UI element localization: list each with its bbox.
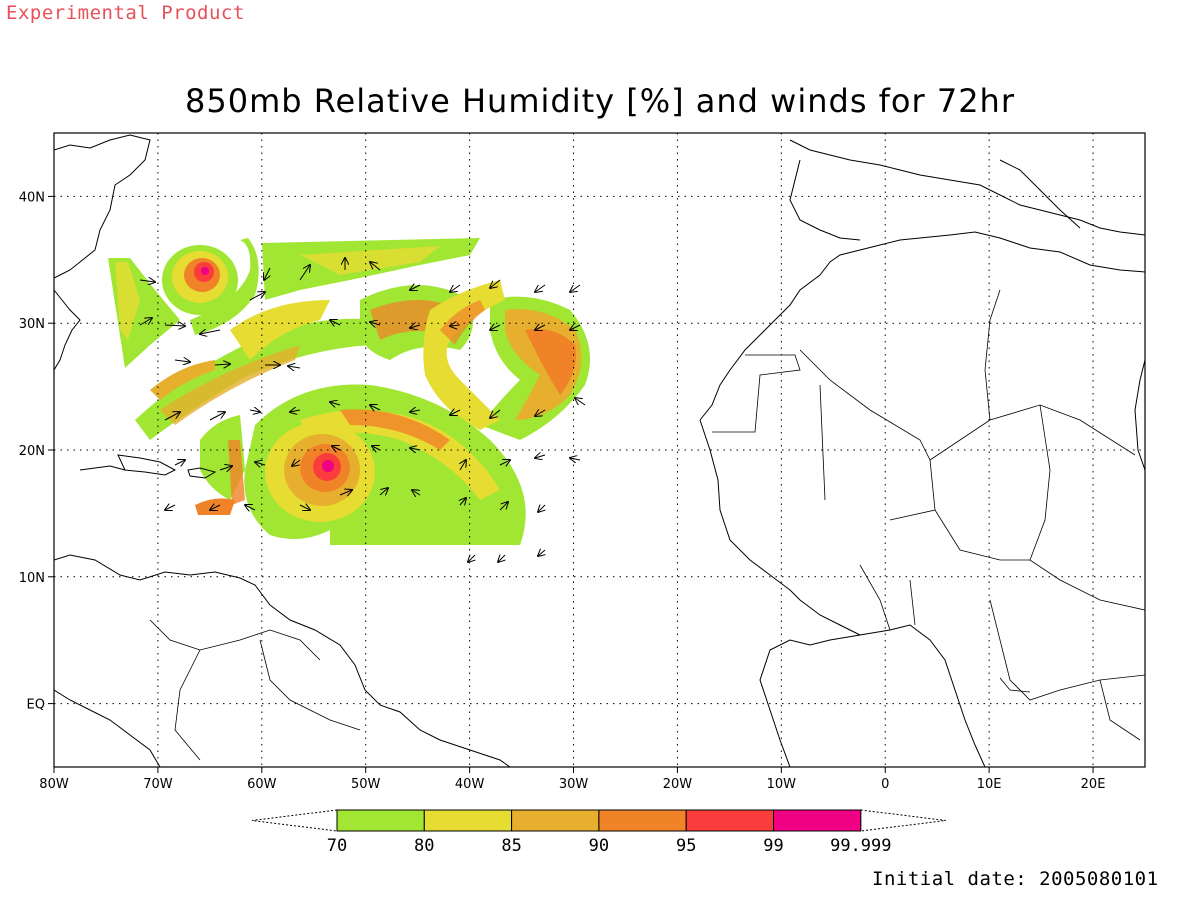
wind-arrow — [370, 322, 381, 325]
wind-arrow — [288, 366, 301, 368]
wind-arrow — [538, 550, 545, 556]
lat-tick-label-1: 30N — [19, 317, 45, 332]
wind-arrow — [214, 364, 230, 365]
lon-tick-label-7: 10W — [767, 777, 797, 792]
colorbar-low-extension — [251, 809, 338, 832]
lon-tick-label-9: 10E — [977, 777, 1002, 792]
wind-arrow — [299, 265, 310, 281]
wind-arrow — [570, 325, 581, 330]
wind-arrow — [249, 292, 265, 301]
wind-arrow — [174, 460, 185, 465]
wind-arrow — [372, 446, 381, 450]
wind-arrow — [450, 410, 461, 415]
colorbar-swatch-0 — [336, 809, 425, 832]
lat-tick-label-2: 20N — [19, 444, 45, 459]
wind-arrow — [292, 460, 301, 466]
wind-arrow — [200, 330, 221, 334]
colorbar: 70 80 85 90 95 99 99.999 — [251, 809, 946, 856]
wind-arrow — [410, 325, 421, 328]
axis-ticks: 80W 70W 60W 50W 40W 30W 20W 10W 0 10E 20E 40N 30N 20N… — [19, 190, 1106, 792]
wind-arrow — [210, 505, 221, 510]
wind-arrow — [164, 412, 180, 421]
experimental-product-label: Experimental Product — [6, 2, 245, 24]
wind-arrow — [245, 505, 256, 510]
lat-tick-label-4: EQ — [27, 698, 45, 713]
colorbar-swatch-4 — [685, 809, 775, 832]
lat-tick-label-3: 10N — [19, 571, 45, 586]
humidity-field — [108, 238, 590, 545]
wind-arrow — [490, 409, 501, 418]
wind-arrow — [538, 505, 545, 512]
wind-arrow — [330, 402, 341, 405]
wind-arrow — [535, 284, 546, 292]
wind-arrow — [570, 284, 581, 292]
lon-tick-label-8: 0 — [881, 777, 889, 792]
lon-tick-label-1: 70W — [143, 777, 173, 792]
wind-arrow — [139, 280, 155, 282]
wind-arrow — [450, 325, 461, 326]
wind-arrow — [468, 555, 475, 562]
wind-arrow — [209, 412, 225, 421]
wind-arrow — [575, 398, 586, 406]
colorbar-swatch-2 — [511, 809, 600, 832]
lon-tick-label-6: 20W — [663, 777, 693, 792]
wind-arrow — [499, 460, 510, 465]
wind-arrow — [255, 462, 266, 465]
wind-arrow — [164, 325, 185, 326]
wind-arrow — [379, 488, 388, 495]
wind-arrow — [330, 320, 341, 325]
lon-tick-label-5: 30W — [559, 777, 589, 792]
colorbar-label-0: 70 — [327, 836, 347, 856]
wind-arrow — [490, 279, 501, 288]
lat-tick-label-0: 40N — [19, 190, 45, 205]
wind-arrow — [410, 410, 421, 412]
coastlines — [54, 134, 1145, 767]
wind-arrow — [139, 318, 152, 326]
colorbar-label-3: 90 — [589, 836, 609, 856]
map-title: 850mb Relative Humidity [%] and winds fo… — [185, 82, 1015, 120]
wind-arrow — [370, 405, 381, 410]
wind-arrow — [535, 455, 546, 458]
wind-arrow — [249, 410, 260, 412]
wind-arrow — [174, 360, 190, 362]
wind-arrow — [264, 267, 270, 280]
initial-date: Initial date: 2005080101 — [872, 868, 1159, 890]
wind-arrow — [450, 284, 461, 292]
colorbar-label-5: 99 — [763, 836, 783, 856]
lon-tick-label-2: 60W — [247, 777, 277, 792]
wind-arrow — [165, 505, 176, 510]
wind-arrow — [460, 460, 466, 471]
wind-arrow — [370, 262, 381, 271]
lat-lon-grid — [54, 133, 1145, 767]
wind-arrow — [498, 555, 505, 562]
lon-tick-label-3: 50W — [351, 777, 381, 792]
wind-vectors — [139, 258, 586, 562]
colorbar-label-4: 95 — [676, 836, 696, 856]
wind-arrow — [490, 325, 501, 330]
wind-arrow — [412, 490, 421, 495]
wind-arrow — [499, 502, 508, 511]
colorbar-label-1: 80 — [414, 836, 434, 856]
lon-tick-label-10: 20E — [1081, 777, 1106, 792]
wind-arrow — [219, 466, 232, 470]
colorbar-high-extension — [860, 809, 946, 832]
lon-tick-label-0: 80W — [39, 777, 69, 792]
lon-tick-label-4: 40W — [455, 777, 485, 792]
wind-arrow — [410, 285, 421, 290]
colorbar-swatch-1 — [423, 809, 513, 832]
country-borders — [149, 289, 1145, 761]
wind-arrow — [299, 505, 310, 510]
wind-arrow — [332, 446, 341, 450]
wind-arrow — [535, 410, 546, 416]
wind-arrow — [535, 325, 546, 330]
colorbar-swatch-5 — [773, 809, 862, 832]
colorbar-label-6: 99.999 — [830, 836, 891, 856]
wind-arrow — [339, 490, 352, 495]
colorbar-swatch-3 — [598, 809, 687, 832]
wind-arrow — [570, 458, 581, 460]
colorbar-label-2: 85 — [501, 836, 521, 856]
wind-arrow — [460, 498, 466, 505]
wind-arrow — [290, 410, 301, 412]
